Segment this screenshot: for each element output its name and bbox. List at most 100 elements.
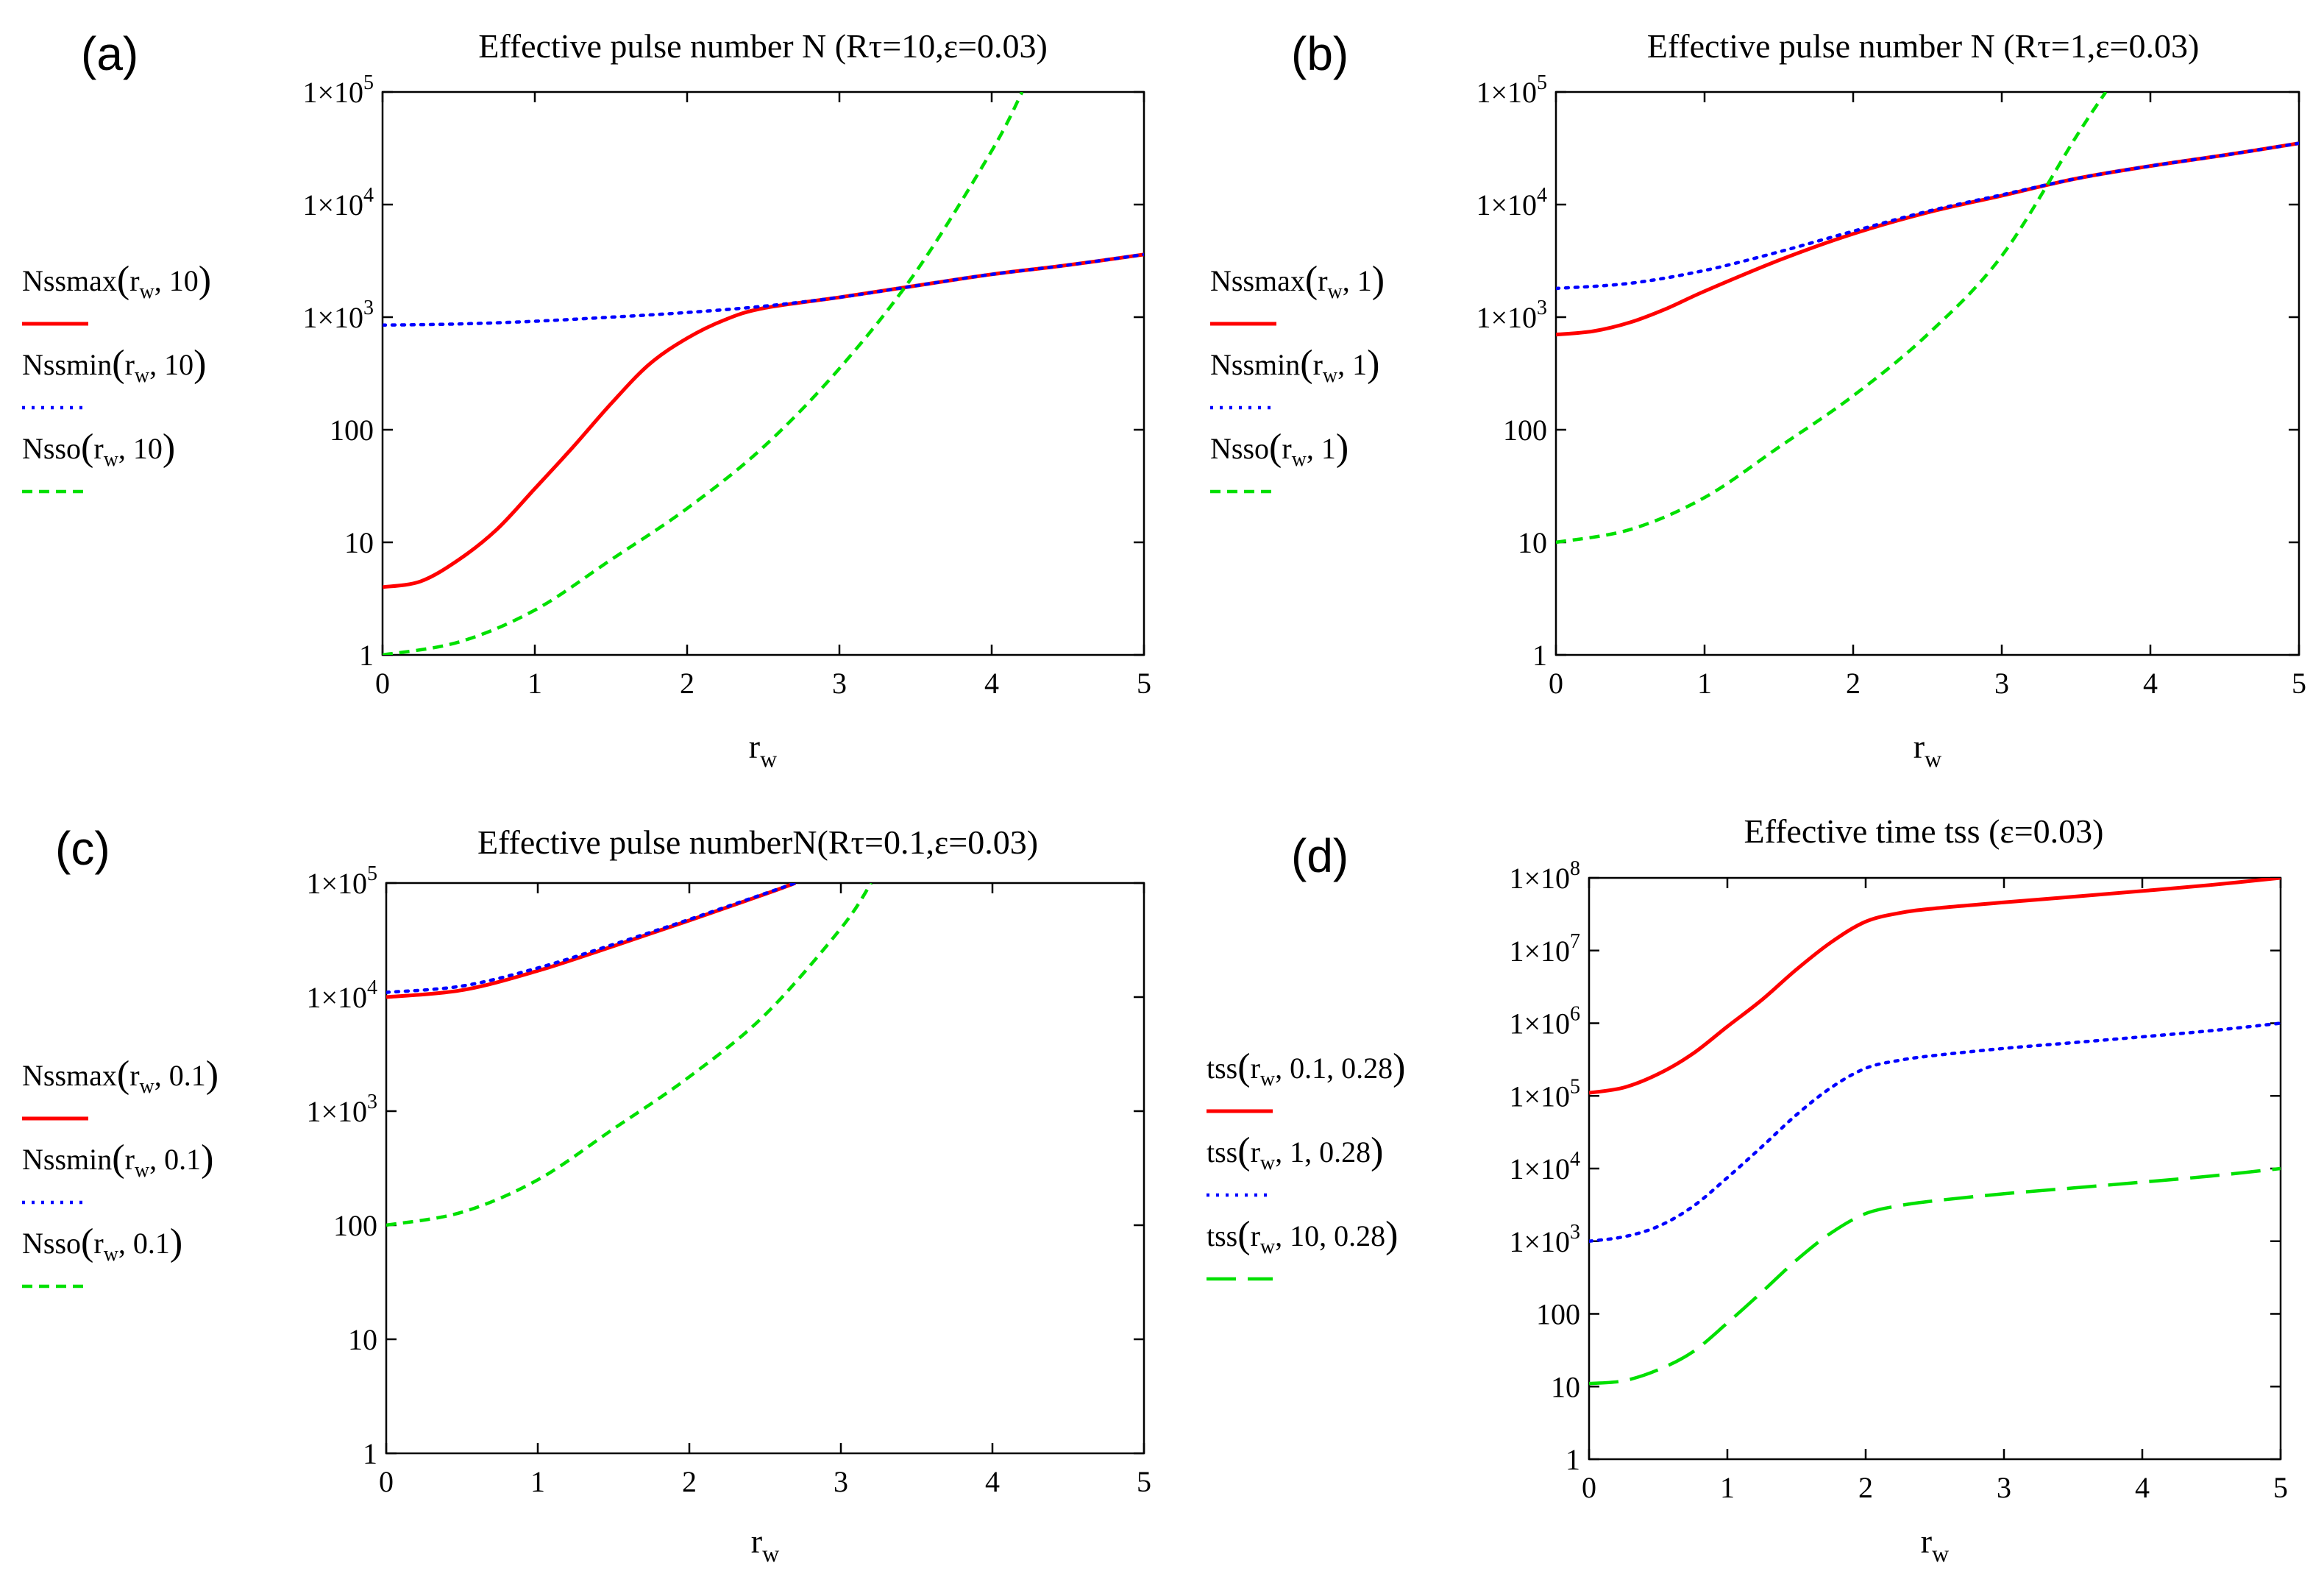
y-tick-label: 1 xyxy=(1532,639,1547,672)
series-line-blue xyxy=(386,883,797,994)
y-tick-label: 1 xyxy=(363,1437,377,1470)
x-axis-label-c: rw xyxy=(751,1522,779,1567)
x-tick-label: 0 xyxy=(1549,667,1563,700)
plot-frame xyxy=(385,882,1145,1455)
y-tick-label-base: 1×10 xyxy=(1476,76,1537,109)
x-tick-label: 1 xyxy=(1697,667,1712,700)
series-line-green xyxy=(1589,1166,2281,1386)
panel-b: (b) Effective pulse number N (Rτ=1,ε=0.0… xyxy=(1210,27,2306,772)
y-tick-label-base: 10 xyxy=(1518,526,1547,559)
x-tick-label: 5 xyxy=(2292,667,2306,700)
legend-entry-label: tss(rw, 10, 0.28) xyxy=(1207,1214,1398,1258)
series-line-blue xyxy=(1556,141,2299,291)
panel-label-b: (b) xyxy=(1291,27,1348,80)
chart-title-a: Effective pulse number N (Rτ=10,ε=0.03) xyxy=(478,27,1048,65)
plot-frame xyxy=(1554,91,2300,656)
y-tick-label-exp: 6 xyxy=(1570,1003,1580,1026)
panel-label-d: (d) xyxy=(1291,829,1348,882)
y-tick-label-base: 1×10 xyxy=(1509,1225,1570,1258)
y-tick-label: 100 xyxy=(330,414,374,447)
y-tick-label-base: 1×10 xyxy=(1509,862,1570,895)
y-tick-label-base: 1×10 xyxy=(1509,1080,1570,1113)
y-tick-label: 10 xyxy=(344,526,374,559)
panel-c: (c) Effective pulse numberN(Rτ=0.1,ε=0.0… xyxy=(22,822,1151,1567)
legend-entry-label: Nsso(rw, 1) xyxy=(1210,427,1348,471)
legend-entry-label: Nssmax(rw, 1) xyxy=(1210,259,1385,303)
series-group xyxy=(1556,92,2299,545)
y-tick-label: 1×105 xyxy=(302,71,374,109)
y-tick-label-base: 10 xyxy=(1551,1370,1580,1403)
y-tick-label-base: 1 xyxy=(359,639,374,672)
y-tick-label-exp: 5 xyxy=(1570,1075,1580,1098)
plot-frame xyxy=(1588,876,2282,1461)
legend-entry-label: Nssmin(rw, 10) xyxy=(22,343,206,387)
y-tick-label: 100 xyxy=(1503,414,1547,447)
x-axis-label-b: rw xyxy=(1913,728,1941,772)
series-line-green xyxy=(1556,92,2108,545)
y-tick-label-exp: 3 xyxy=(1570,1221,1580,1244)
y-tick-label: 1×106 xyxy=(1509,1003,1580,1041)
y-tick-label-base: 1×10 xyxy=(306,867,367,900)
y-tick-label: 1×104 xyxy=(302,184,374,221)
series-line-red xyxy=(383,252,1144,589)
legend-a: Nssmax(rw, 10) Nssmin(rw, 10) Nsso(rw, 10) xyxy=(22,259,211,494)
y-tick-label-base: 1×10 xyxy=(306,1095,367,1128)
chart-title-b: Effective pulse number N (Rτ=1,ε=0.03) xyxy=(1647,27,2200,65)
y-tick-label: 1×103 xyxy=(302,297,374,334)
legend-b: Nssmax(rw, 1) Nssmin(rw, 1) Nsso(rw, 1) xyxy=(1210,259,1385,494)
y-tick-label-exp: 3 xyxy=(1537,297,1547,319)
x-tick-label: 3 xyxy=(834,1465,848,1498)
y-tick-label: 1×104 xyxy=(1509,1148,1580,1185)
x-axis-label-d: rw xyxy=(1921,1522,1949,1567)
y-tick-label-exp: 4 xyxy=(1537,184,1547,207)
legend-entry-label: tss(rw, 1, 0.28) xyxy=(1207,1130,1383,1174)
series-line-green xyxy=(383,92,1024,655)
series-group xyxy=(386,883,873,1227)
series-line-red xyxy=(1556,141,2299,337)
y-tick-label: 10 xyxy=(1518,526,1547,559)
y-tick-label: 1×103 xyxy=(1509,1221,1580,1258)
x-tick-label: 4 xyxy=(2135,1471,2150,1504)
series-group xyxy=(383,92,1144,655)
panel-a: (a) Effective pulse number N (Rτ=10,ε=0.… xyxy=(22,27,1151,772)
y-tick-label: 1×108 xyxy=(1509,857,1580,895)
series-line-blue xyxy=(383,252,1144,327)
y-tick-label: 100 xyxy=(333,1209,377,1242)
panel-d: (d) Effective time tss (ε=0.03) 1101001×… xyxy=(1207,812,2288,1567)
y-tick-label-base: 100 xyxy=(330,414,374,447)
y-tick-label-base: 1 xyxy=(1532,639,1547,672)
series-line-blue xyxy=(1589,1021,2281,1243)
y-tick-label-base: 1×10 xyxy=(1509,935,1570,968)
y-tick-label: 10 xyxy=(1551,1370,1580,1403)
y-tick-label-base: 1×10 xyxy=(302,76,363,109)
x-tick-label: 5 xyxy=(2273,1471,2288,1504)
y-tick-label: 1×107 xyxy=(1509,930,1580,968)
y-tick-label-base: 1×10 xyxy=(306,981,367,1014)
y-tick-label: 1×105 xyxy=(306,862,377,900)
y-tick-label-base: 100 xyxy=(1503,414,1547,447)
x-tick-label: 2 xyxy=(680,667,694,700)
y-tick-label: 10 xyxy=(348,1323,377,1356)
legend-entry-label: tss(rw, 0.1, 0.28) xyxy=(1207,1046,1405,1091)
y-tick-label-exp: 8 xyxy=(1570,857,1580,880)
x-tick-label: 0 xyxy=(1582,1471,1596,1504)
x-tick-label: 5 xyxy=(1137,667,1151,700)
legend-entry-label: Nssmin(rw, 0.1) xyxy=(22,1138,213,1182)
x-tick-label: 4 xyxy=(2143,667,2158,700)
y-tick-label: 1×103 xyxy=(1476,297,1547,334)
x-tick-label: 4 xyxy=(985,1465,1000,1498)
x-tick-label: 4 xyxy=(984,667,999,700)
y-tick-label-exp: 4 xyxy=(363,184,374,207)
y-tick-label: 1×103 xyxy=(306,1091,377,1128)
y-tick-label: 100 xyxy=(1536,1298,1580,1331)
series-group xyxy=(1589,878,2281,1386)
plot-frame xyxy=(381,91,1145,656)
x-tick-label: 3 xyxy=(832,667,847,700)
panel-label-c: (c) xyxy=(55,822,110,875)
y-tick-label-base: 10 xyxy=(344,526,374,559)
